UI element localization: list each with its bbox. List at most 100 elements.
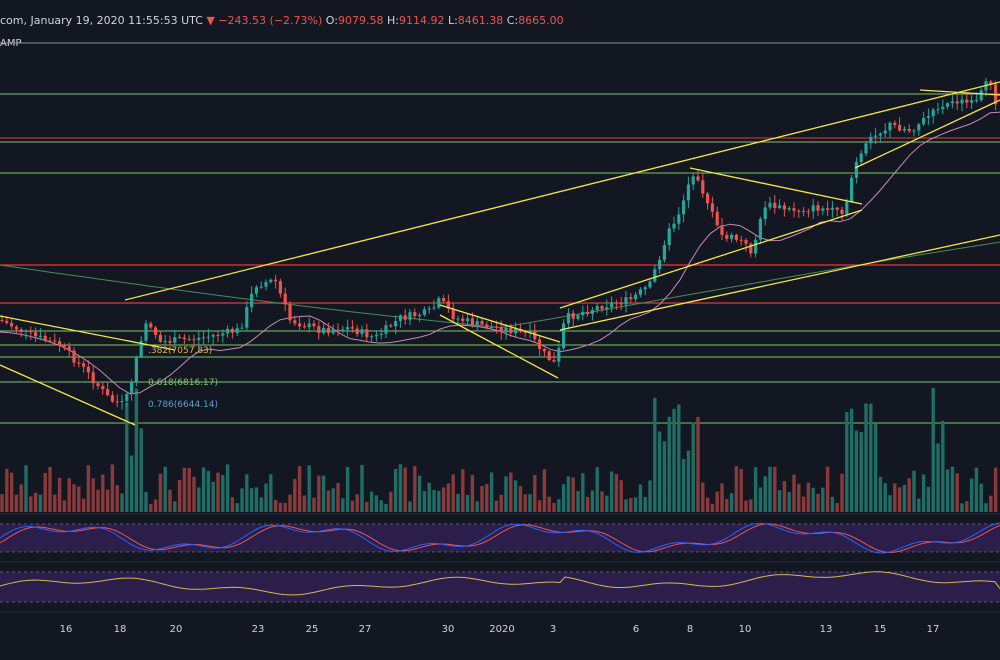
volume-bar — [581, 473, 585, 512]
volume-bar — [773, 466, 777, 512]
candle-body — [739, 239, 743, 241]
volume-bar — [801, 496, 806, 512]
candle-body — [466, 318, 470, 322]
header-source: com, January 19, 2020 11:55:53 UTC — [0, 14, 203, 27]
candle-body — [768, 202, 772, 208]
x-tick-label: 17 — [927, 624, 940, 635]
candle-body — [701, 180, 705, 194]
candle-body — [758, 218, 762, 240]
candle-body — [672, 223, 676, 229]
volume-bar — [317, 475, 321, 512]
candle-body — [442, 298, 446, 302]
volume-bar — [441, 487, 446, 512]
candle-body — [720, 225, 724, 235]
candle-body — [437, 298, 441, 308]
candle-body — [547, 351, 551, 361]
volume-bar — [393, 469, 398, 512]
candle-body — [398, 315, 402, 321]
candle-body — [182, 337, 186, 340]
volume-bar — [840, 473, 844, 512]
candle-body — [72, 350, 76, 363]
candle-body — [854, 161, 858, 178]
volume-bar — [926, 486, 931, 512]
volume-bar — [192, 476, 196, 512]
volume-bar — [297, 466, 302, 512]
candle-body — [715, 211, 719, 226]
candle-body — [298, 323, 302, 327]
volume-bar — [893, 483, 897, 512]
volume-bar — [744, 500, 748, 512]
open-value: 9079.58 — [337, 14, 384, 27]
candle-body — [667, 228, 671, 246]
volume-bar — [739, 469, 743, 512]
volume-bar — [437, 490, 441, 512]
volume-bar — [710, 503, 715, 512]
volume-bar — [552, 503, 556, 512]
volume-bar — [408, 501, 412, 512]
candle-body — [168, 341, 172, 343]
volume-bar — [557, 499, 561, 512]
volume-bar — [432, 489, 436, 512]
candle-body — [101, 386, 105, 390]
volume-bar — [528, 494, 532, 512]
volume-bar — [240, 488, 244, 512]
candle-body — [341, 329, 345, 332]
candle-body — [408, 312, 412, 320]
candle-body — [970, 100, 974, 103]
volume-bar — [273, 499, 278, 512]
candle-body — [274, 279, 278, 282]
candle-body — [730, 234, 734, 239]
candle-body — [696, 176, 700, 181]
candle-body — [374, 334, 378, 337]
volume-bar — [792, 474, 796, 512]
volume-bar — [427, 482, 431, 512]
volume-bar — [571, 477, 575, 512]
volume-bar — [720, 483, 724, 512]
candle-body — [14, 326, 18, 330]
volume-bar — [105, 489, 110, 512]
volume-bar — [734, 466, 739, 512]
x-tick-label: 6 — [633, 624, 639, 635]
x-tick-label: 3 — [550, 624, 556, 635]
volume-bar — [854, 430, 859, 512]
candle-body — [58, 341, 62, 346]
candle-body — [456, 318, 460, 320]
candle-body — [989, 81, 993, 85]
candle-body — [533, 331, 537, 340]
volume-bar — [254, 487, 259, 512]
open-label: O: — [325, 14, 338, 27]
candle-body — [634, 294, 638, 300]
volume-bar — [931, 387, 935, 512]
candle-body — [917, 124, 921, 131]
volume-bar — [696, 416, 700, 512]
candle-body — [250, 293, 254, 308]
volume-bar — [542, 469, 547, 512]
volume-bar — [494, 500, 499, 512]
volume-bar — [77, 486, 81, 512]
volume-bar — [369, 491, 374, 512]
candle-body — [931, 109, 935, 117]
volume-bar — [873, 423, 878, 512]
candle-body — [965, 99, 969, 103]
rsi-line — [0, 571, 1000, 596]
volume-bar — [374, 495, 379, 512]
candle-body — [336, 329, 340, 332]
x-tick-label: 18 — [114, 624, 127, 635]
candle-body — [581, 311, 585, 316]
volume-bar — [547, 496, 551, 512]
candle-body — [379, 333, 383, 335]
volume-bar — [777, 490, 782, 512]
high-value: 9114.92 — [398, 14, 445, 27]
candle-body — [312, 323, 316, 327]
volume-bar — [533, 475, 537, 512]
fib-label-382: .382(7057.83) — [148, 346, 212, 356]
candle-body — [586, 311, 590, 314]
candle-body — [125, 393, 129, 402]
volume-bar — [725, 499, 729, 512]
candle-body — [778, 205, 782, 209]
volume-bar — [350, 500, 355, 512]
volume-bar — [595, 467, 599, 512]
candle-body — [173, 337, 177, 343]
candle-body — [38, 335, 42, 337]
